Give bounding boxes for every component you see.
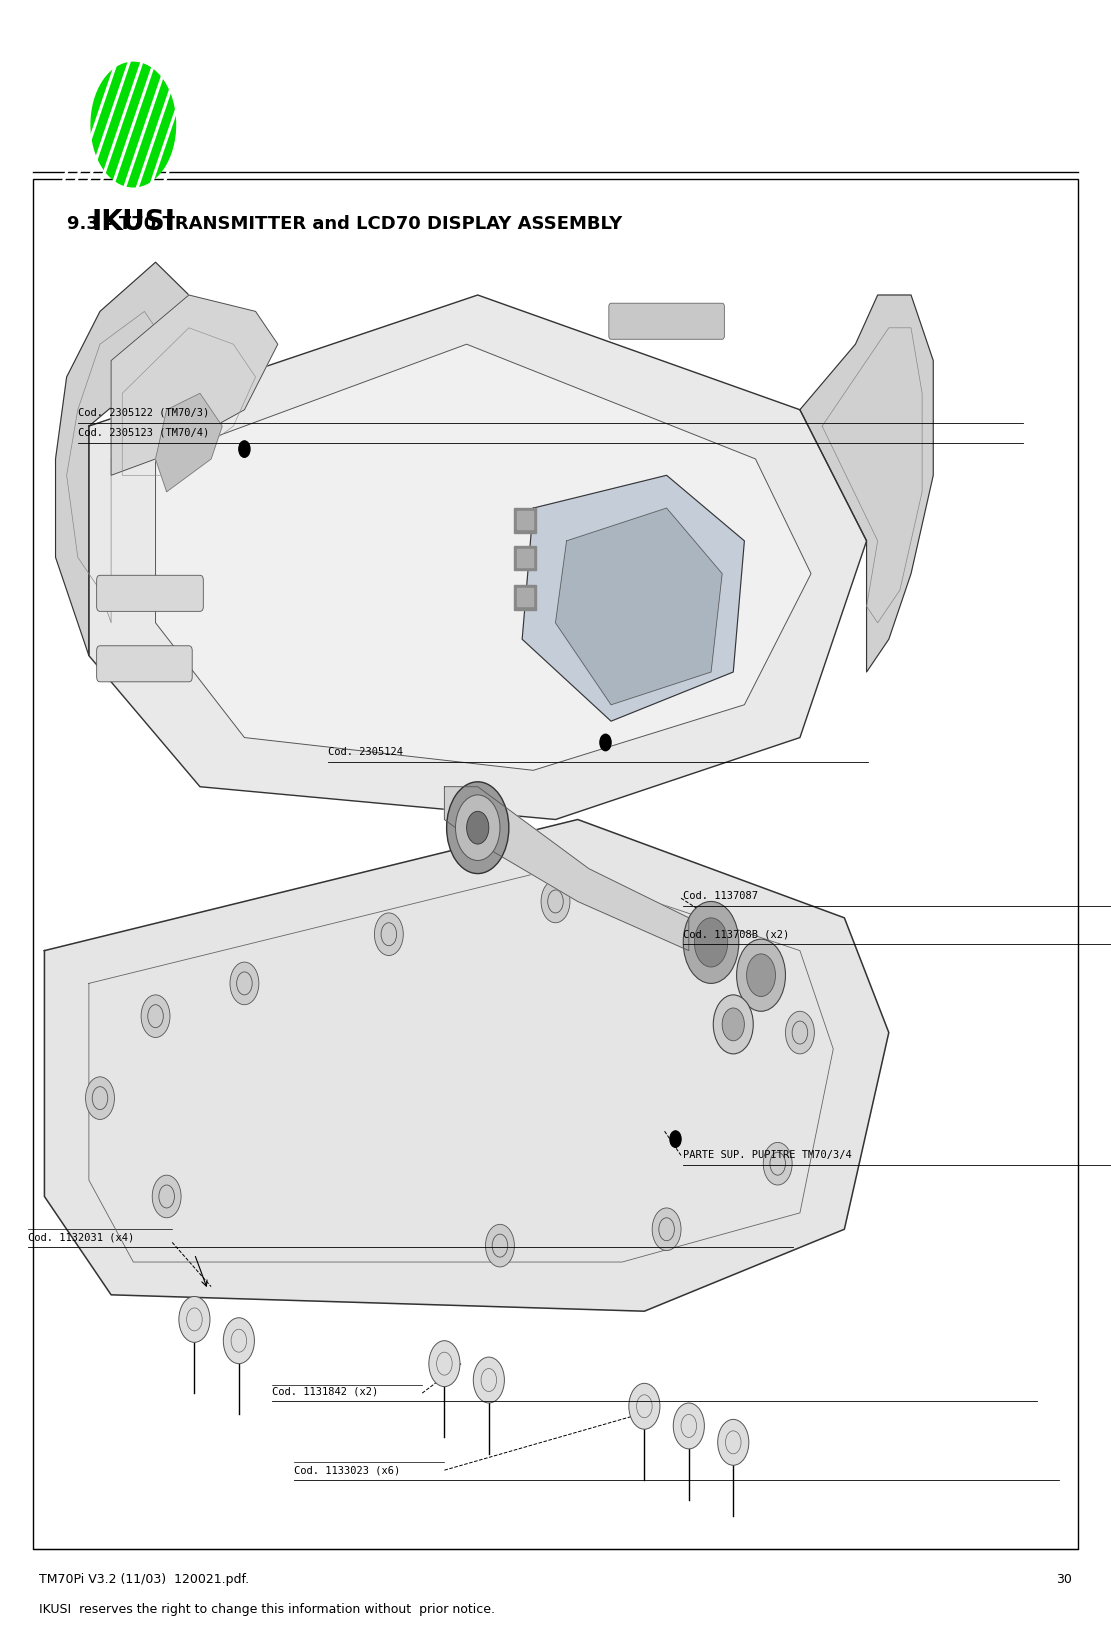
Circle shape [152,1175,181,1218]
Text: Cod. 1132031 (x4): Cod. 1132031 (x4) [28,1233,134,1242]
Text: Cod. 1137087: Cod. 1137087 [683,892,759,901]
Text: Cod. 2305124: Cod. 2305124 [328,747,403,757]
Polygon shape [156,393,222,492]
Circle shape [239,441,250,457]
Circle shape [223,1318,254,1364]
Polygon shape [111,295,278,475]
Text: TM70Pi V3.2 (11/03)  120021.pdf.: TM70Pi V3.2 (11/03) 120021.pdf. [39,1573,249,1587]
Polygon shape [800,295,933,672]
Circle shape [629,1383,660,1429]
Text: Cod. 2305123 (TM70/4): Cod. 2305123 (TM70/4) [78,428,209,438]
Circle shape [708,929,737,972]
Circle shape [694,918,728,967]
Text: PARTE SUP. PUPITRE TM70/3/4: PARTE SUP. PUPITRE TM70/3/4 [683,1151,852,1160]
Circle shape [737,939,785,1011]
Circle shape [722,1008,744,1041]
Polygon shape [444,787,689,951]
Polygon shape [556,508,722,705]
FancyBboxPatch shape [609,303,724,339]
Bar [517,588,533,606]
Text: Cod. 2305122 (TM70/3): Cod. 2305122 (TM70/3) [78,408,209,418]
Circle shape [473,1357,504,1403]
Text: 30: 30 [1057,1573,1072,1587]
Circle shape [447,782,509,874]
Text: IKUSI: IKUSI [91,208,176,236]
Polygon shape [89,295,867,820]
Text: Cod. 1133023 (x6): Cod. 1133023 (x6) [294,1465,401,1475]
Circle shape [541,880,570,923]
Circle shape [785,1011,814,1054]
Circle shape [86,1077,114,1119]
Bar [514,546,536,570]
Circle shape [91,62,176,187]
Circle shape [673,1403,704,1449]
FancyBboxPatch shape [97,646,192,682]
Circle shape [467,811,489,844]
Bar [517,549,533,567]
Circle shape [374,913,403,956]
Text: Cod. 1131842 (x2): Cod. 1131842 (x2) [272,1387,379,1396]
Circle shape [670,1131,681,1147]
Circle shape [486,1224,514,1267]
Text: IKUSI  reserves the right to change this information without  prior notice.: IKUSI reserves the right to change this … [39,1603,494,1616]
Circle shape [683,901,739,983]
Circle shape [763,1142,792,1185]
Circle shape [652,1208,681,1251]
Polygon shape [522,475,744,721]
Bar [33,179,1078,1549]
Bar [514,508,536,533]
Polygon shape [156,344,811,770]
Circle shape [230,962,259,1005]
FancyBboxPatch shape [97,575,203,611]
Circle shape [179,1296,210,1342]
Circle shape [713,995,753,1054]
Circle shape [141,995,170,1037]
Text: Cod. 113708B (x2): Cod. 113708B (x2) [683,929,790,939]
Polygon shape [56,262,189,656]
Circle shape [747,954,775,997]
Circle shape [600,734,611,751]
Polygon shape [44,820,889,1311]
Bar [517,511,533,529]
Circle shape [718,1419,749,1465]
Circle shape [456,795,500,860]
Circle shape [429,1341,460,1387]
Text: 9.3 - T70 TRANSMITTER and LCD70 DISPLAY ASSEMBLY: 9.3 - T70 TRANSMITTER and LCD70 DISPLAY … [67,215,622,233]
Bar [514,585,536,610]
